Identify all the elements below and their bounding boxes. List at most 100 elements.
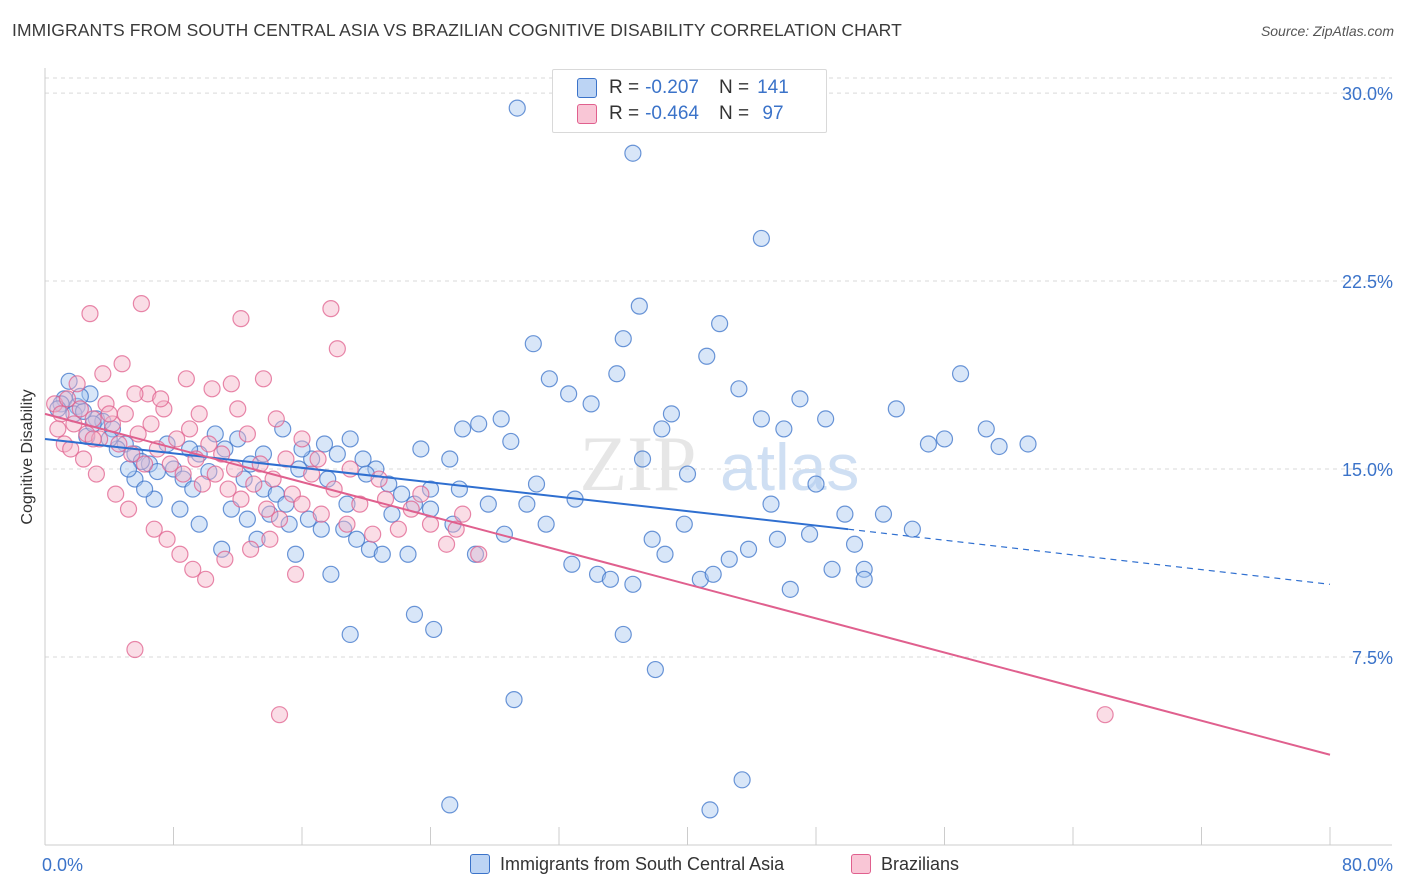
data-point-pink <box>58 390 77 408</box>
data-point-pink <box>116 405 134 423</box>
data-point-blue <box>524 335 542 353</box>
data-point-pink <box>270 706 289 724</box>
y-tick-label: 30.0% <box>1342 84 1393 104</box>
legend-r-value: -0.464 <box>645 103 699 124</box>
data-point-blue <box>624 575 642 593</box>
data-point-blue <box>261 505 279 523</box>
legend-n-label: N = <box>718 77 750 98</box>
data-point-pink <box>177 370 195 388</box>
data-point-blue <box>274 420 292 438</box>
data-point-blue <box>508 99 526 117</box>
data-point-pink <box>107 485 125 503</box>
data-point-pink <box>184 560 202 578</box>
data-point-pink <box>91 430 109 448</box>
data-point-blue <box>704 565 722 583</box>
data-point-blue <box>341 430 359 448</box>
data-point-blue <box>527 475 546 493</box>
data-point-pink <box>87 465 106 483</box>
data-point-pink <box>161 455 179 473</box>
data-point-blue <box>190 515 208 533</box>
y-tick-label: 22.5% <box>1342 272 1393 292</box>
trend-line-pink <box>44 412 1331 756</box>
data-point-blue <box>479 495 497 513</box>
data-point-pink <box>364 525 382 543</box>
data-point-blue <box>399 545 417 563</box>
data-point-blue <box>919 435 938 453</box>
data-point-pink <box>229 400 247 418</box>
data-point-pink <box>245 475 263 493</box>
data-point-pink <box>267 410 285 428</box>
data-point-blue <box>312 520 330 538</box>
data-point-blue <box>977 420 995 438</box>
data-point-blue <box>563 555 581 573</box>
data-point-blue <box>425 620 443 639</box>
data-point-pink <box>261 530 279 548</box>
data-point-pink <box>312 505 330 523</box>
data-point-blue <box>421 480 440 498</box>
watermark-zip: ZIP <box>580 420 697 507</box>
data-point-pink <box>270 510 289 528</box>
data-point-blue <box>518 495 536 513</box>
data-point-blue <box>328 445 346 463</box>
data-point-blue <box>614 330 632 348</box>
legend-row-pink: R = -0.464 N = 97 <box>577 101 784 127</box>
data-point-pink <box>46 395 64 413</box>
data-point-blue <box>656 545 674 563</box>
series-brazilians <box>46 295 1114 724</box>
data-point-blue <box>730 380 748 398</box>
data-point-pink <box>168 430 186 448</box>
data-point-pink <box>286 565 305 583</box>
data-point-blue <box>775 420 793 438</box>
data-point-pink <box>74 450 93 468</box>
legend-row-blue: R = -0.207 N = 141 <box>577 75 789 101</box>
data-point-pink <box>171 545 189 563</box>
data-point-blue <box>887 400 905 418</box>
data-point-blue <box>254 445 273 463</box>
data-point-blue <box>335 520 353 538</box>
data-point-blue <box>698 347 716 365</box>
trend-line-blue-extension <box>848 528 1331 585</box>
data-point-blue <box>348 530 366 548</box>
bottom-legend-label-blue: Immigrants from South Central Asia <box>500 853 785 874</box>
legend-box: R = -0.207 N = 141 R = -0.464 N = 97 <box>552 69 827 133</box>
data-point-pink <box>351 495 369 513</box>
data-point-blue <box>492 410 510 428</box>
data-point-pink <box>94 365 112 383</box>
data-point-pink <box>155 400 173 418</box>
data-point-blue <box>646 660 664 679</box>
x-tick-label: 0.0% <box>42 855 83 875</box>
data-point-blue <box>836 505 854 523</box>
bottom-legend-swatch-blue <box>470 854 490 874</box>
data-point-blue <box>315 435 334 453</box>
data-point-blue <box>588 565 607 583</box>
data-point-pink <box>71 400 89 418</box>
data-point-blue <box>711 315 729 333</box>
data-point-blue <box>752 229 770 248</box>
data-point-pink <box>1096 706 1114 724</box>
data-point-blue <box>383 505 401 523</box>
data-point-pink <box>222 375 240 393</box>
data-point-blue <box>855 570 873 588</box>
data-point-blue <box>643 530 661 548</box>
data-point-blue <box>601 570 620 588</box>
data-point-blue <box>299 510 318 528</box>
data-point-blue <box>322 565 340 583</box>
data-point-blue <box>206 425 224 443</box>
data-point-blue <box>405 605 424 624</box>
data-point-blue <box>608 365 626 383</box>
source-label: Source: ZipAtlas.com <box>1260 23 1394 39</box>
data-point-blue <box>678 465 697 483</box>
legend-swatch-pink <box>577 104 597 124</box>
data-point-blue <box>855 560 873 578</box>
data-point-pink <box>454 505 472 523</box>
legend-r-value: -0.207 <box>645 77 699 98</box>
series-south-central-asia <box>49 99 1037 819</box>
legend-r-label: R = <box>609 77 640 98</box>
watermark-atlas: atlas <box>720 430 859 504</box>
data-point-pink <box>119 500 138 518</box>
data-point-pink <box>197 570 215 588</box>
data-point-blue <box>1019 435 1037 453</box>
data-point-blue <box>739 540 758 558</box>
data-point-blue <box>537 515 555 533</box>
